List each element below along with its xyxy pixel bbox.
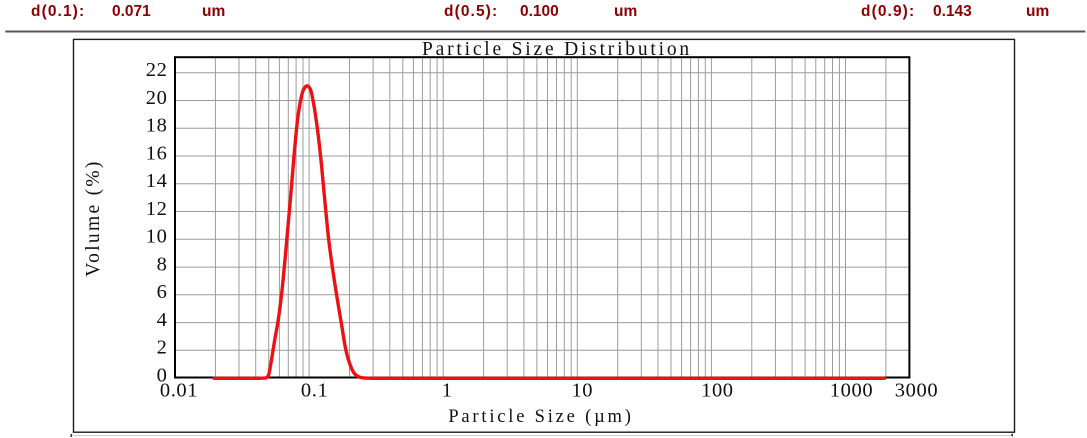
svg-text:16: 16	[146, 142, 168, 164]
svg-text:3000: 3000	[895, 380, 938, 402]
svg-text:0: 0	[157, 364, 168, 386]
svg-text:1000: 1000	[830, 380, 873, 402]
svg-text:Particle Size (µm): Particle Size (µm)	[448, 407, 633, 427]
svg-text:Volume (%): Volume (%)	[83, 159, 104, 276]
svg-text:6: 6	[157, 281, 168, 303]
svg-text:10: 10	[146, 226, 168, 248]
svg-text:20: 20	[146, 87, 168, 109]
svg-text:0.01: 0.01	[160, 380, 198, 402]
svg-text:18: 18	[146, 115, 168, 137]
svg-text:22: 22	[146, 59, 168, 81]
svg-text:2: 2	[157, 337, 168, 359]
svg-text:0.1: 0.1	[301, 380, 328, 402]
svg-text:1: 1	[442, 380, 453, 402]
svg-text:Particle Size Distribution: Particle Size Distribution	[422, 39, 692, 60]
svg-text:8: 8	[157, 253, 168, 275]
svg-text:12: 12	[146, 198, 168, 220]
svg-text:4: 4	[157, 309, 168, 331]
svg-text:14: 14	[146, 170, 168, 192]
svg-text:100: 100	[701, 380, 734, 402]
svg-text:10: 10	[571, 380, 593, 402]
